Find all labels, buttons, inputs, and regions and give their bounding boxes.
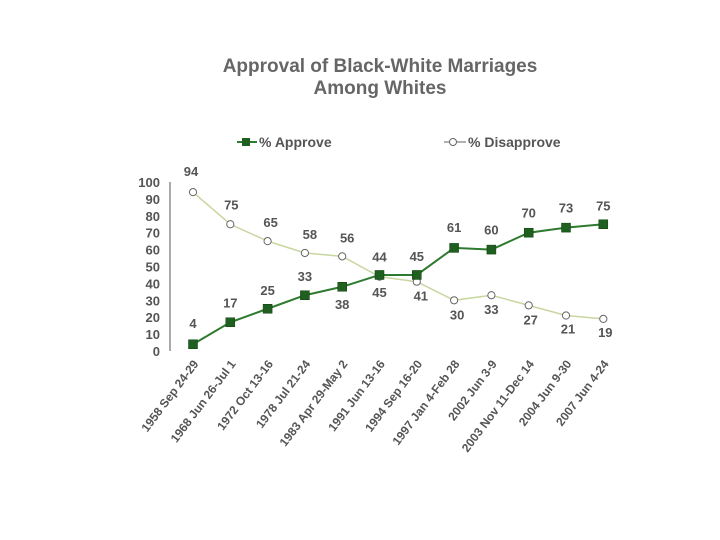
disapprove-data-label: 75 [224, 197, 238, 212]
approve-data-label: 38 [335, 297, 349, 312]
chart-subtitle: Among Whites [313, 78, 447, 99]
series-markers [188, 188, 609, 349]
disapprove-data-label: 58 [303, 227, 317, 242]
disapprove-point [338, 252, 347, 261]
approve-data-label: 17 [223, 295, 237, 310]
approve-point [449, 243, 459, 253]
y-tick-label: 10 [146, 327, 160, 342]
disapprove-point [487, 291, 496, 300]
approve-point [374, 270, 385, 280]
disapprove-point [226, 220, 235, 229]
legend-approve-marker [242, 138, 250, 146]
x-tick-label: 1997 Jan 4-Feb 28 [389, 357, 462, 448]
y-tick-label: 80 [146, 209, 160, 224]
legend-approve-label: % Approve [259, 134, 332, 150]
disapprove-data-label: 56 [340, 230, 354, 245]
disapprove-data-label: 19 [598, 325, 612, 340]
disapprove-data-label: 21 [561, 322, 575, 337]
y-tick-label: 0 [153, 344, 160, 359]
disapprove-point [450, 296, 459, 305]
disapprove-data-label: 41 [414, 289, 428, 304]
approve-point [225, 317, 236, 328]
data-labels: 4 17 25 33 38 45 45 61 60 70 73 75 94 75 65 58 56 44 41 30 3… [184, 164, 613, 340]
approve-data-label: 60 [484, 223, 498, 238]
disapprove-point [599, 314, 608, 323]
disapprove-point [300, 248, 309, 258]
disapprove-point [561, 311, 571, 320]
approve-data-label: 33 [298, 269, 312, 284]
disapprove-data-label: 33 [484, 302, 498, 317]
x-tick-label: 1968 Jun 26-Jul 1 [168, 357, 239, 445]
approve-point [486, 244, 497, 255]
disapprove-data-label: 65 [263, 215, 277, 230]
approve-point [300, 290, 310, 300]
disapprove-data-label: 94 [184, 164, 199, 179]
y-tick-label: 100 [138, 175, 160, 190]
approve-data-label: 45 [372, 285, 386, 300]
y-tick-label: 30 [146, 293, 160, 308]
y-tick-label: 20 [146, 310, 160, 325]
approve-data-label: 4 [189, 316, 197, 331]
approve-point [337, 282, 347, 292]
y-tick-label: 90 [146, 192, 160, 207]
approve-point [561, 222, 571, 233]
approve-point [412, 270, 422, 280]
disapprove-point [263, 237, 272, 246]
disapprove-point [188, 188, 198, 197]
y-tick-label: 40 [146, 276, 160, 291]
chart-title: Approval of Black-White Marriages [222, 56, 538, 77]
legend: % Approve % Disapprove [237, 134, 561, 150]
disapprove-data-label: 27 [523, 312, 537, 327]
series-lines [192, 191, 604, 346]
approve-data-label: 73 [559, 201, 573, 216]
x-tick-label: 1983 Apr 29-May 2 [277, 357, 351, 449]
disapprove-data-label: 44 [372, 250, 387, 265]
approve-data-label: 45 [410, 249, 424, 264]
y-tick-label: 50 [146, 260, 160, 275]
approve-data-label: 25 [260, 283, 274, 298]
disapprove-point [524, 301, 533, 310]
legend-disapprove-marker [449, 138, 457, 146]
approve-data-label: 75 [596, 198, 610, 213]
approve-point [188, 339, 198, 349]
y-tick-label: 60 [146, 243, 160, 258]
disapprove-series-line [192, 191, 604, 320]
approve-point [523, 227, 534, 238]
approve-data-label: 70 [521, 206, 535, 221]
approve-data-label: 61 [447, 220, 461, 235]
approve-point [598, 219, 609, 229]
approve-point [262, 304, 273, 314]
approve-series-line [192, 223, 604, 346]
y-tick-label: 70 [146, 226, 160, 241]
legend-disapprove-label: % Disapprove [468, 134, 561, 150]
disapprove-data-label: 30 [450, 307, 464, 322]
